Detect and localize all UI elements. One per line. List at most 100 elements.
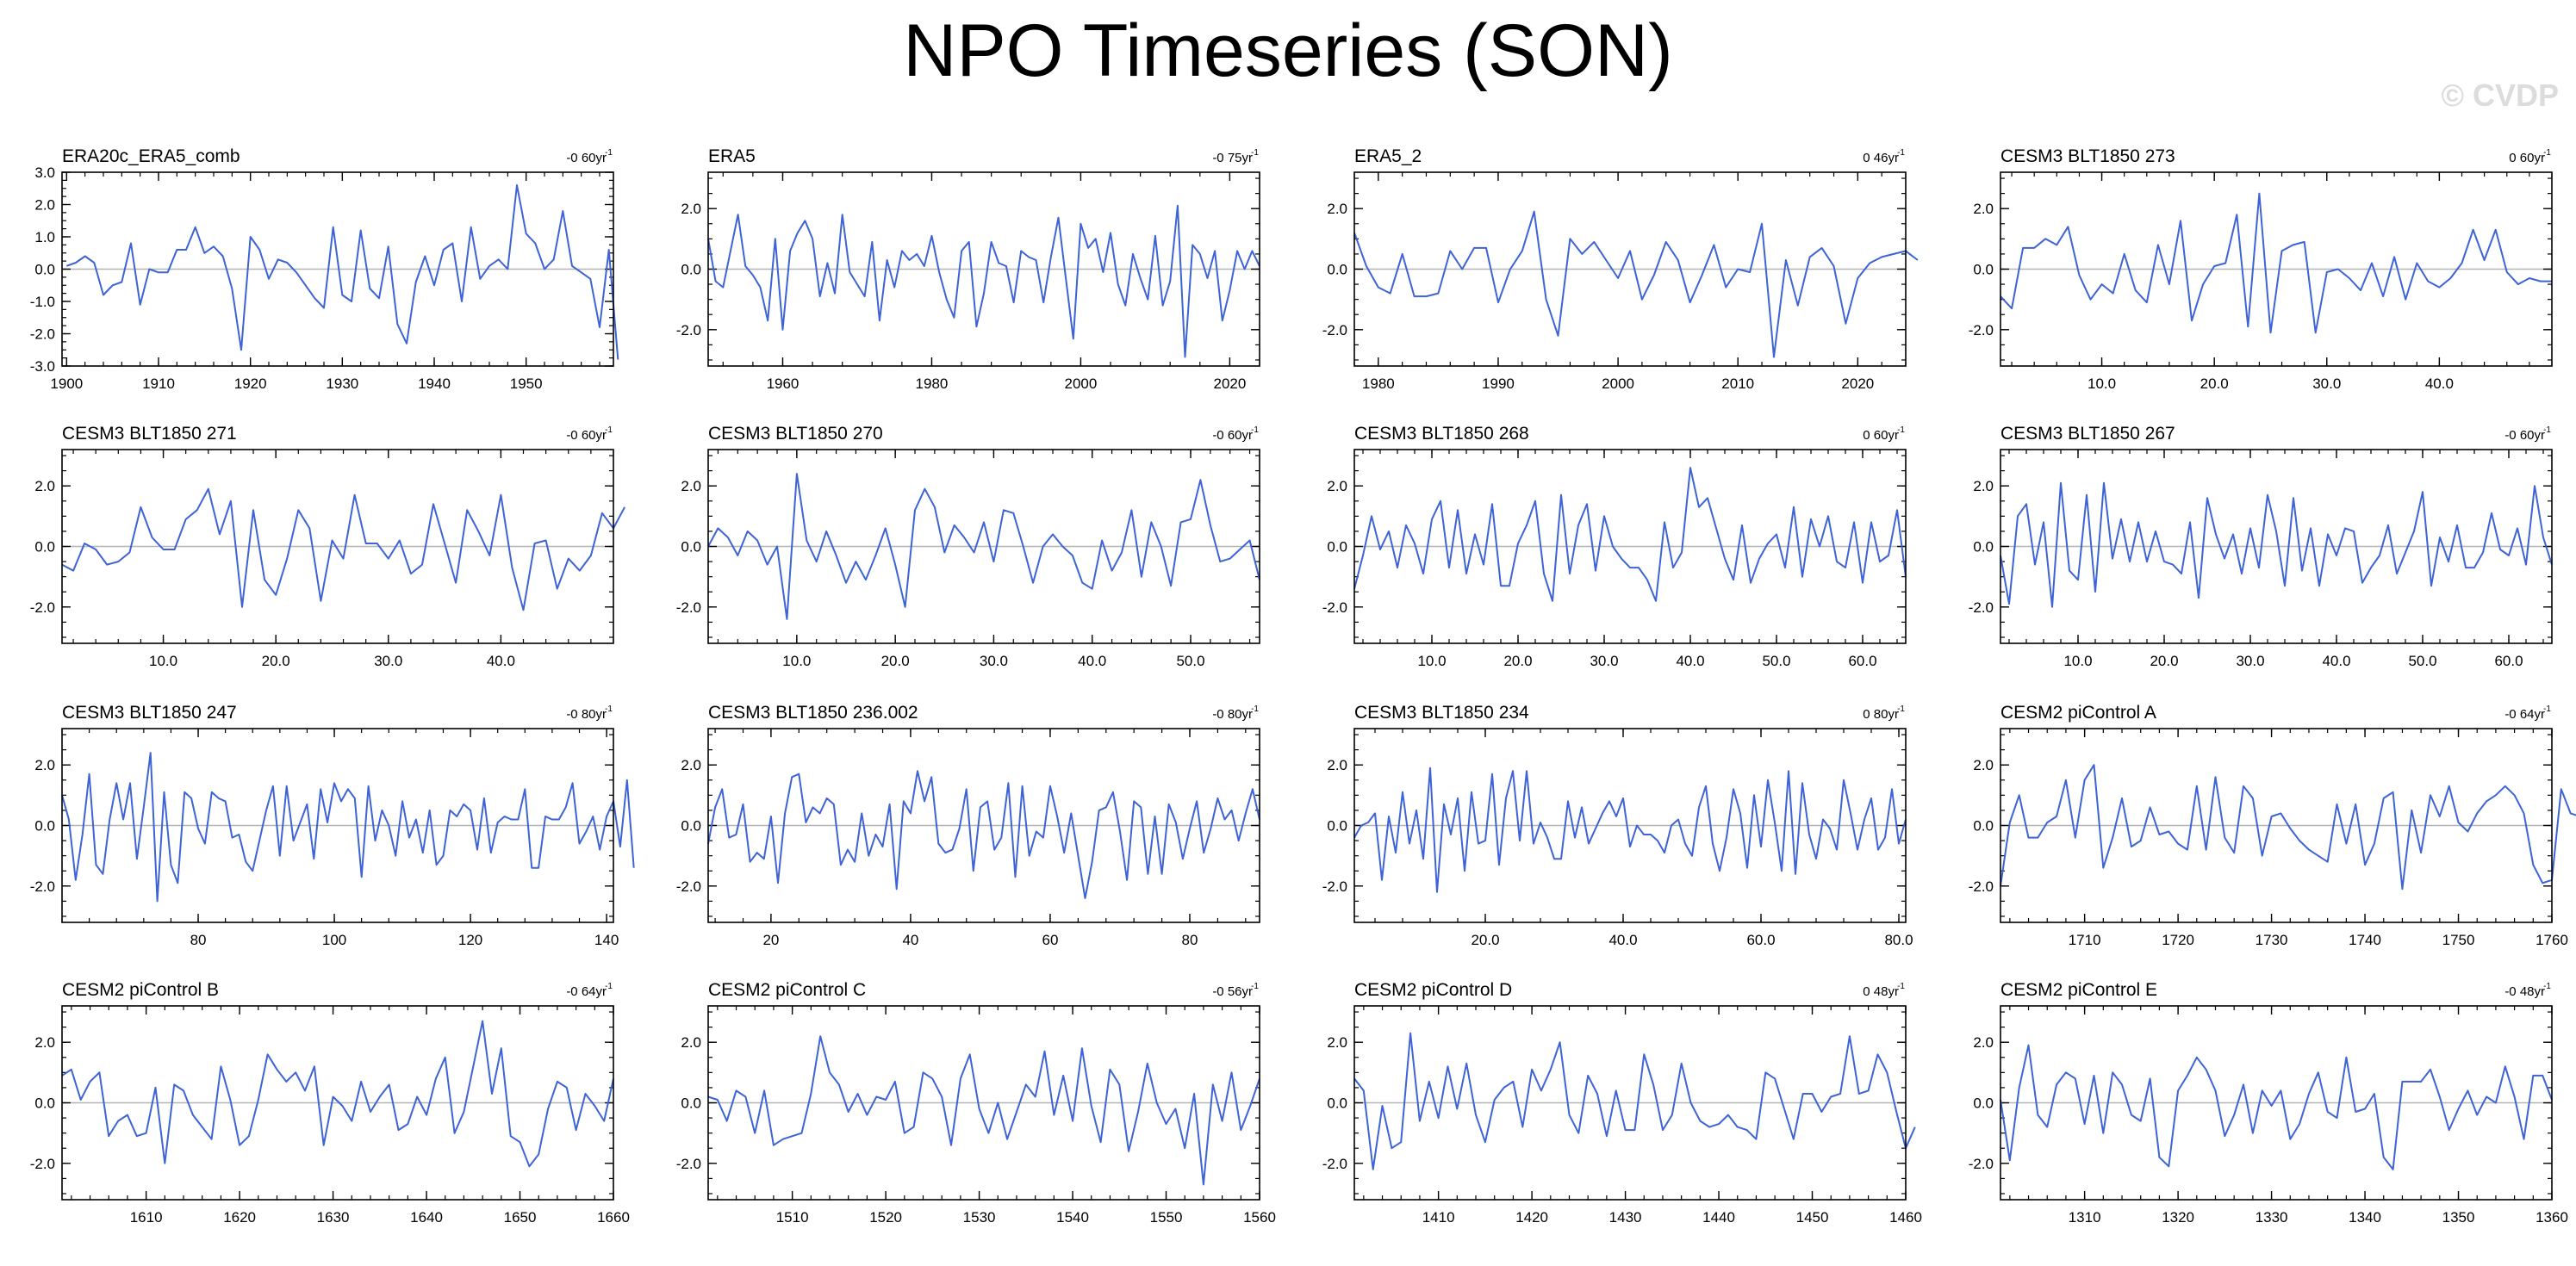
x-tick-label: 1900	[50, 375, 83, 392]
y-tick-label: 2.0	[34, 478, 55, 494]
x-tick-label: 1310	[2069, 1209, 2101, 1226]
trend-exponent: -1	[605, 148, 613, 158]
x-tick-label: 50.0	[1176, 653, 1204, 669]
x-tick-label: 1620	[223, 1209, 256, 1226]
x-tick-label: 1980	[1362, 375, 1395, 392]
x-tick-label: 1650	[504, 1209, 537, 1226]
panel: CESM3 BLT1850 234 0 80yr-1 2.0 0.0 -2.0 20.0 4…	[1322, 703, 1913, 948]
x-tick-label: 40.0	[2425, 375, 2454, 392]
series-line	[2000, 1044, 2553, 1170]
trend-label: -0 80yr	[1212, 707, 1253, 722]
trend-label: -0 48yr	[2504, 984, 2545, 999]
y-tick-label: 0.0	[34, 818, 55, 835]
panel-label: ERA5_2	[1354, 146, 1422, 166]
trend-label: -0 64yr	[566, 984, 607, 999]
y-tick-label: -1.0	[30, 294, 55, 310]
trend-label: -0 60yr	[566, 428, 607, 443]
series-line	[61, 752, 635, 903]
panel-label: ERA20c_ERA5_comb	[62, 146, 240, 166]
y-tick-label: 0.0	[681, 818, 701, 835]
x-tick-label: 60	[1042, 932, 1059, 948]
y-tick-label: 0.0	[34, 262, 55, 278]
y-tick-label: -2.0	[30, 326, 55, 343]
y-tick-label: 0.0	[1327, 262, 1347, 278]
y-tick-label: -2.0	[1969, 1156, 1994, 1172]
x-tick-label: 20.0	[2200, 375, 2229, 392]
x-tick-label: 30.0	[980, 653, 1008, 669]
x-tick-label: 1360	[2536, 1209, 2568, 1226]
trend-exponent: -1	[1251, 425, 1259, 435]
y-tick-label: 2.0	[1327, 1034, 1347, 1051]
trend-exponent: -1	[1251, 148, 1259, 158]
series-line	[61, 1020, 614, 1168]
x-tick-label: 80	[190, 932, 207, 948]
x-tick-label: 1740	[2349, 932, 2381, 948]
y-tick-label: 2.0	[1973, 757, 1994, 773]
trend-label: -0 80yr	[566, 707, 607, 722]
panel: CESM2 piControl A -0 64yr-1 2.0 0.0 -2.0 1710…	[1969, 703, 2576, 948]
x-tick-label: 1660	[597, 1209, 630, 1226]
x-tick-label: 1960	[767, 375, 800, 392]
panel: CESM2 piControl C -0 56yr-1 2.0 0.0 -2.0 1510…	[676, 980, 1276, 1226]
x-tick-label: 1910	[142, 375, 175, 392]
x-tick-label: 1630	[317, 1209, 350, 1226]
y-tick-label: -2.0	[676, 1156, 701, 1172]
panel-label: CESM3 BLT1850 273	[2000, 146, 2175, 166]
trend-label: 0 48yr	[1863, 984, 1899, 999]
y-tick-label: 2.0	[681, 201, 701, 217]
y-tick-label: -3.0	[30, 358, 55, 375]
trend-label: 0 46yr	[1863, 151, 1899, 165]
x-tick-label: 30.0	[2236, 653, 2264, 669]
panel-label: ERA5	[708, 146, 756, 166]
x-tick-label: 10.0	[2063, 653, 2092, 669]
x-tick-label: 1350	[2442, 1209, 2475, 1226]
y-tick-label: 0.0	[1327, 539, 1347, 555]
trend-label: -0 64yr	[2504, 707, 2545, 722]
trend-exponent: -1	[1897, 704, 1905, 714]
trend-exponent: -1	[605, 425, 613, 435]
x-tick-label: 1450	[1796, 1209, 1829, 1226]
x-tick-label: 1750	[2442, 932, 2475, 948]
x-tick-label: 1930	[326, 375, 358, 392]
plot-frame	[61, 728, 614, 923]
x-tick-label: 1340	[2349, 1209, 2381, 1226]
x-tick-label: 1420	[1515, 1209, 1548, 1226]
x-tick-label: 2000	[1602, 375, 1634, 392]
y-tick-label: -2.0	[30, 878, 55, 895]
x-tick-label: 20.0	[1503, 653, 1532, 669]
y-tick-label: 2.0	[681, 1034, 701, 1051]
x-tick-label: 1430	[1609, 1209, 1642, 1226]
x-tick-label: 1950	[510, 375, 543, 392]
y-tick-label: -2.0	[30, 599, 55, 616]
y-tick-label: 2.0	[1327, 757, 1347, 773]
x-tick-label: 10.0	[2088, 375, 2116, 392]
panel: CESM3 BLT1850 268 0 60yr-1 2.0 0.0 -2.0 10.0 2…	[1322, 424, 1907, 669]
x-tick-label: 80.0	[1884, 932, 1913, 948]
y-tick-label: 0.0	[681, 262, 701, 278]
y-tick-label: 2.0	[34, 1034, 55, 1051]
plot-frame	[2000, 171, 2553, 367]
x-tick-label: 1440	[1702, 1209, 1735, 1226]
panel: CESM3 BLT1850 273 0 60yr-1 2.0 0.0 -2.0 10.0 2…	[1969, 146, 2553, 392]
x-tick-label: 50.0	[2408, 653, 2436, 669]
y-tick-label: 2.0	[1327, 478, 1347, 494]
x-tick-label: 80	[1182, 932, 1198, 948]
panel: ERA5_2 0 46yr-1 2.0 0.0 -2.0 1980 1990 2000 2010…	[1322, 146, 1919, 392]
trend-exponent: -1	[1897, 982, 1905, 991]
trend-label: 0 60yr	[2509, 151, 2545, 165]
x-tick-label: 1920	[234, 375, 267, 392]
x-tick-label: 1560	[1243, 1209, 1276, 1226]
plot-frame	[1353, 728, 1907, 923]
x-tick-label: 1320	[2162, 1209, 2194, 1226]
plot-frame	[707, 449, 1260, 644]
series-line	[1353, 766, 1907, 893]
x-tick-label: 1540	[1056, 1209, 1089, 1226]
panel: CESM2 piControl E -0 48yr-1 2.0 0.0 -2.0 1310…	[1969, 980, 2568, 1226]
series-line	[1353, 210, 1919, 358]
panel-label: CESM2 piControl B	[62, 980, 219, 1000]
y-tick-label: -2.0	[1969, 322, 1994, 338]
series-line	[1353, 467, 1907, 602]
trend-exponent: -1	[2543, 148, 2551, 158]
panel-label: CESM2 piControl E	[2000, 980, 2157, 1000]
x-tick-label: 140	[594, 932, 619, 948]
